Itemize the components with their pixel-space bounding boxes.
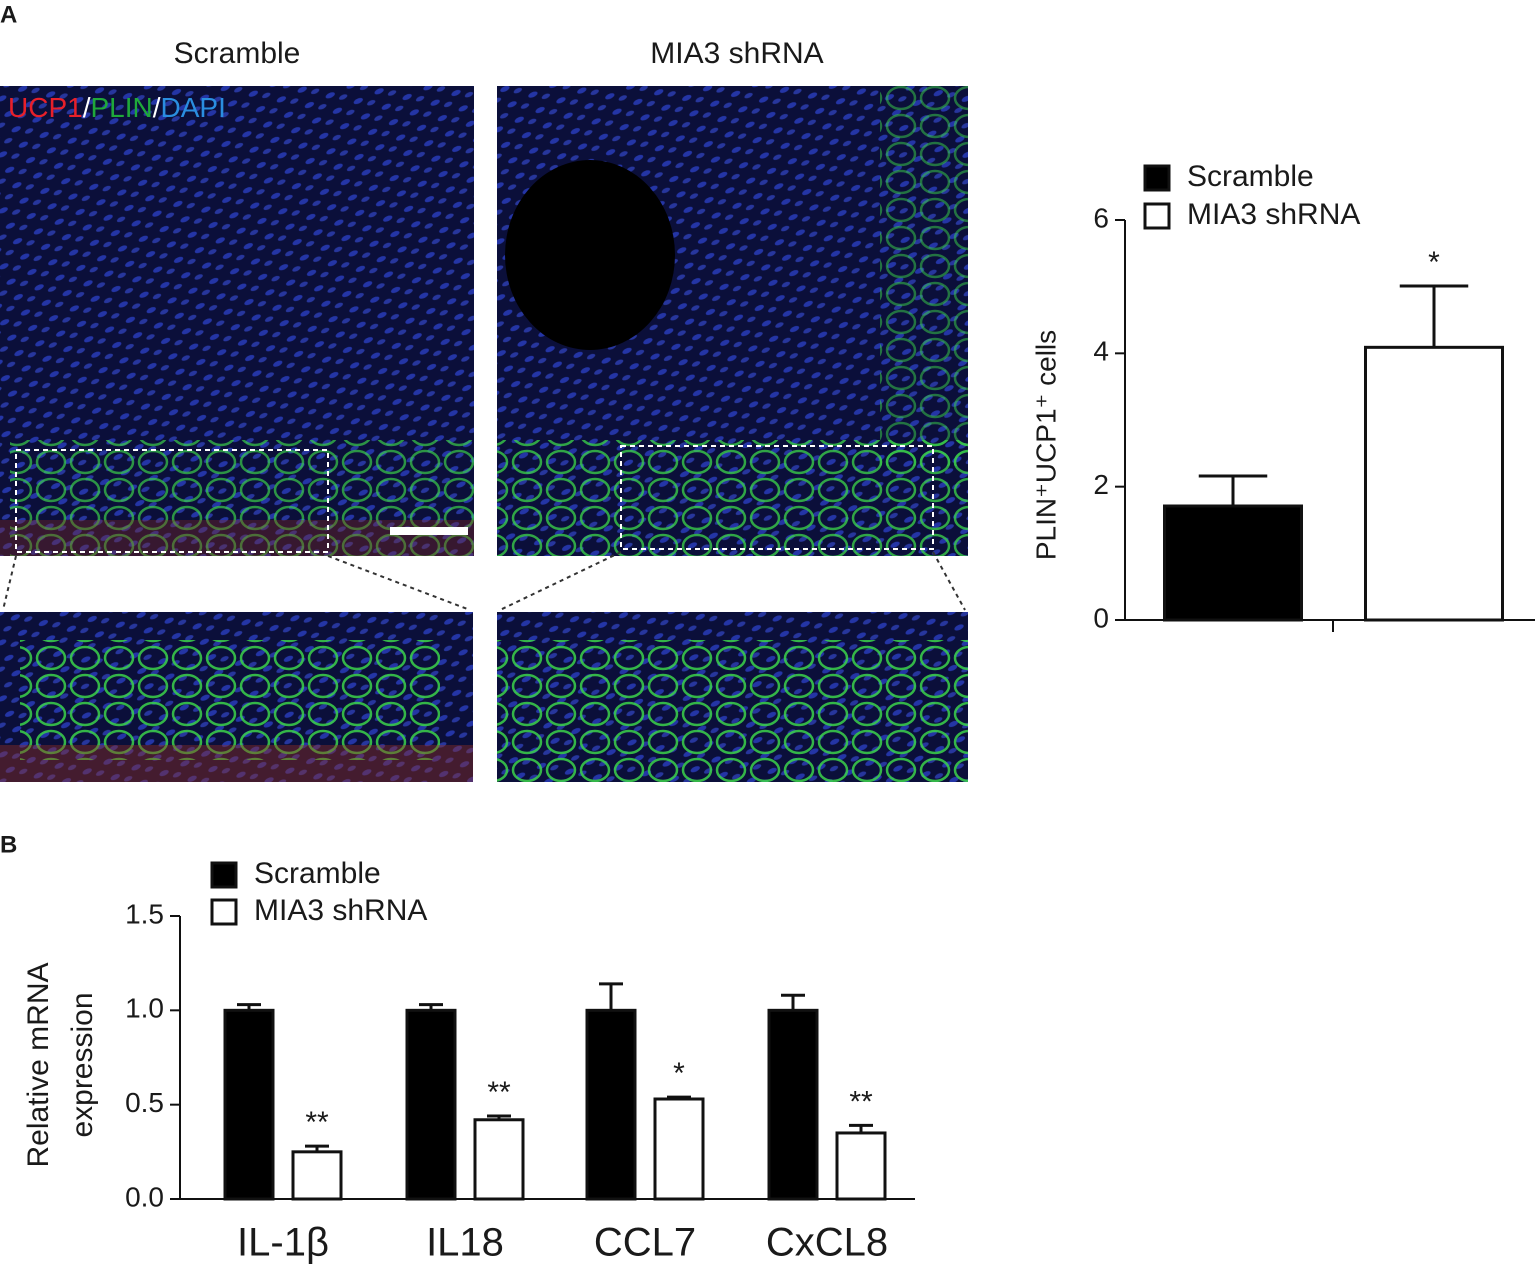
stain-part: / [153,92,161,123]
x-tick-label: IL18 [426,1221,504,1265]
image-title: MIA3 shRNA [650,37,823,70]
legend-swatch [1143,202,1171,230]
significance: * [1428,246,1440,279]
x-tick-label: CCL7 [594,1221,696,1265]
zoom-connector [2,551,966,611]
bar [767,1008,819,1201]
micrograph [497,86,968,556]
bar [405,1008,457,1201]
significance: ** [487,1076,511,1109]
stain-part: PLIN [90,92,152,123]
y-tick-label: 1.0 [125,993,164,1024]
legend-label: Scramble [254,857,381,890]
x-tick-label: IL-1β [237,1221,329,1265]
image-title: Scramble [174,37,301,70]
bar [653,1097,705,1201]
bar [473,1118,525,1201]
y-tick-label: 0 [1093,602,1109,633]
scale-bar [390,527,468,535]
legend-label: MIA3 shRNA [1187,198,1360,231]
y-tick-label: 6 [1093,202,1109,233]
bar [223,1008,275,1201]
legend-label: Scramble [1187,160,1314,193]
legend-swatch [210,861,238,889]
y-tick-label: 1.5 [125,898,164,929]
bar [585,1008,637,1201]
stain-label: UCP1/PLIN/DAPI [8,92,226,123]
y-axis-label: Relative mRNA [22,962,55,1167]
significance: ** [305,1106,329,1139]
significance: * [673,1057,685,1090]
y-axis-label: expression [66,992,99,1137]
micrograph-zoom [497,612,968,782]
y-tick-label: 0.0 [125,1181,164,1212]
micrograph [0,86,474,556]
y-axis-label: PLIN⁺UCP1⁺ cells [1030,330,1061,560]
legend-swatch [210,898,238,926]
stain-part: / [83,92,91,123]
bar [1163,504,1303,622]
legend-swatch [1143,164,1171,192]
y-tick-label: 4 [1093,336,1109,367]
stain-part: UCP1 [8,92,83,123]
bar [291,1150,343,1201]
stain-part: DAPI [161,92,226,123]
x-tick-label: CxCL8 [766,1221,888,1265]
legend-label: MIA3 shRNA [254,894,427,927]
micrograph-zoom [0,612,473,782]
panel-label: B [0,831,17,858]
bar [835,1131,887,1201]
significance: ** [849,1085,873,1118]
panel-label: A [0,1,17,28]
y-tick-label: 2 [1093,469,1109,500]
bar [1364,345,1504,622]
y-tick-label: 0.5 [125,1087,164,1118]
